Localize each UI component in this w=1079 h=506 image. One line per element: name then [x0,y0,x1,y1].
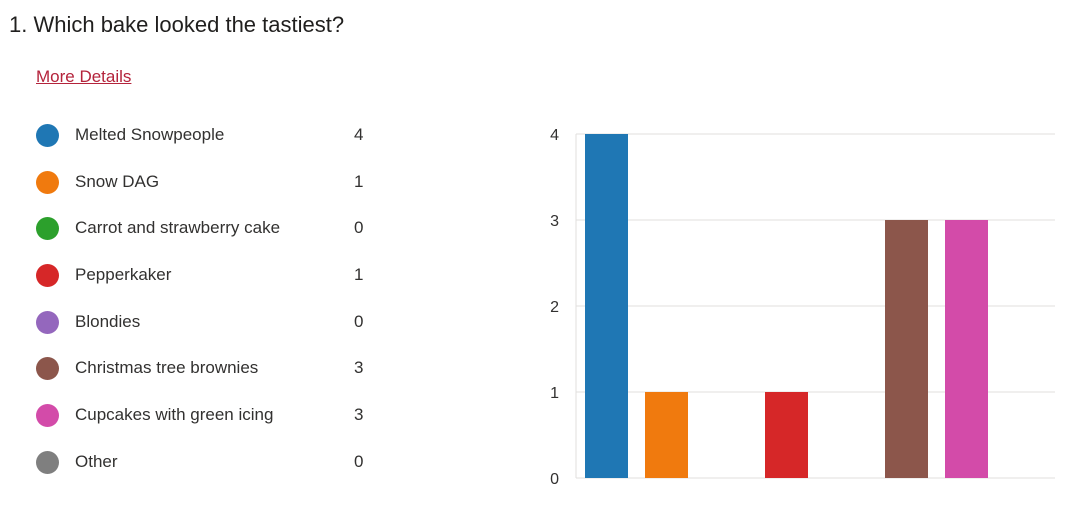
bar[interactable] [765,392,808,478]
legend-swatch [36,357,59,381]
legend-count: 0 [354,451,364,471]
y-tick-label: 2 [550,299,559,316]
y-tick-label: 4 [550,127,559,144]
legend-label: Carrot and strawberry cake [75,218,281,238]
legend-item: Other 0 [36,439,376,486]
legend-count: 1 [354,171,364,191]
legend-item: Christmas tree brownies 3 [36,345,376,392]
legend-label: Christmas tree brownies [75,358,259,378]
legend-item: Cupcakes with green icing 3 [36,392,376,439]
legend-item: Blondies 0 [36,299,376,346]
legend-label: Snow DAG [75,171,160,191]
legend-label: Melted Snowpeople [75,125,225,144]
legend-count: 0 [354,218,364,238]
legend-swatch [36,264,59,288]
legend-item: Snow DAG 1 [36,159,376,206]
bar[interactable] [885,220,928,478]
question-title: 1. Which bake looked the tastiest? [9,12,345,37]
y-tick-label: 3 [550,213,559,230]
bar-chart-svg: 0 1 2 3 4 [550,127,1055,488]
legend-item: Carrot and strawberry cake 0 [36,205,376,252]
y-tick-label: 0 [550,471,559,488]
legend-label: Blondies [75,311,141,331]
legend-label: Pepperkaker [75,265,172,285]
bar-chart: 0 1 2 3 4 [535,118,1065,498]
legend-label: Cupcakes with green icing [75,405,274,425]
chart-legend: Melted Snowpeople 4 Snow DAG 1 Carrot and st… [36,112,376,486]
more-details-link[interactable]: More Details [36,67,132,86]
legend-swatch [36,217,59,241]
legend-swatch [36,170,59,194]
legend-count: 1 [354,265,364,285]
legend-swatch [36,124,59,147]
bar[interactable] [645,392,688,478]
legend-item: Melted Snowpeople 4 [36,112,376,159]
bar[interactable] [945,220,988,478]
legend-swatch [36,450,59,474]
legend-item: Pepperkaker 1 [36,252,376,299]
legend-swatch [36,310,59,334]
legend-count: 0 [354,311,364,331]
legend-count: 4 [354,125,364,144]
bar[interactable] [585,134,628,478]
legend-count: 3 [354,358,364,378]
legend-count: 3 [354,405,364,425]
legend-label: Other [75,451,118,471]
legend-swatch [36,404,59,428]
y-tick-label: 1 [550,385,559,402]
